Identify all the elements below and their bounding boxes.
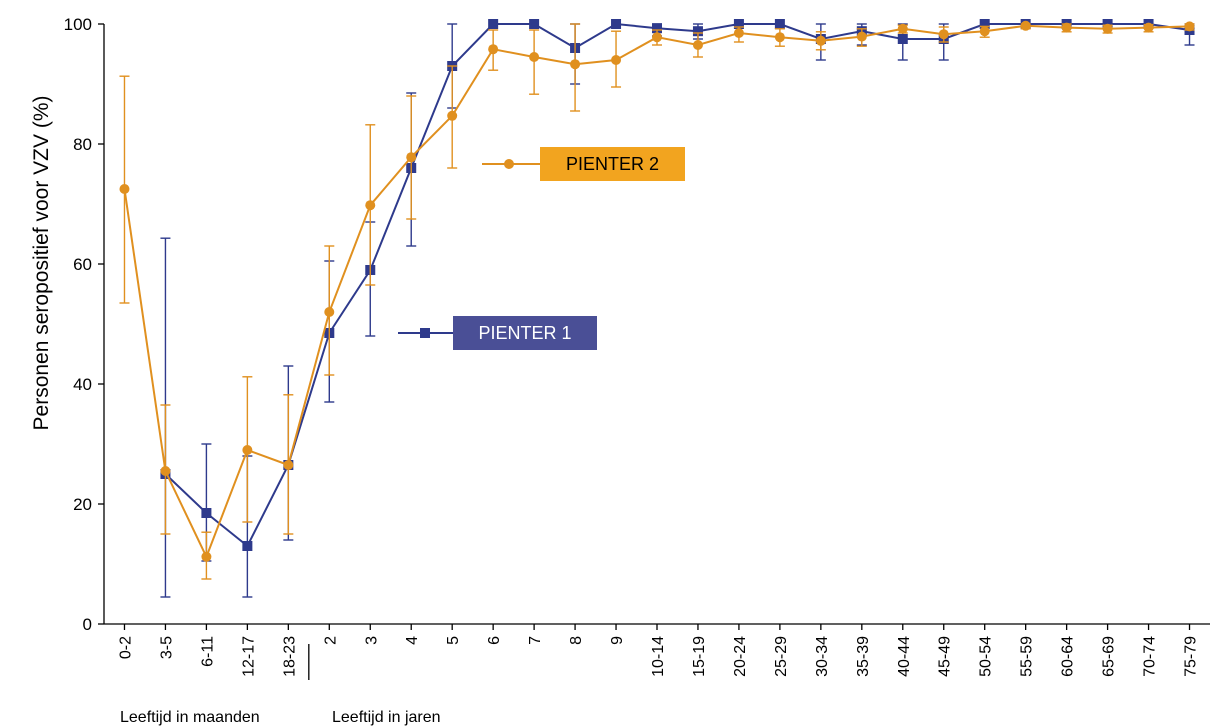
- legend-marker: [420, 328, 430, 338]
- data-point: [897, 23, 908, 34]
- data-point: [611, 19, 622, 29]
- y-tick-label: 20: [73, 495, 92, 514]
- data-point: [1143, 22, 1154, 33]
- series-line: [164, 22, 1190, 548]
- x-tick-label: 65-69: [1101, 636, 1118, 677]
- x-tick-label: 3-5: [158, 636, 175, 659]
- y-tick-label: 80: [73, 135, 92, 154]
- x-tick-label: 0-2: [117, 636, 134, 659]
- x-tick-label: 9: [609, 636, 626, 645]
- data-point: [488, 44, 499, 55]
- x-tick-label: 60-64: [1060, 636, 1077, 677]
- data-point: [774, 32, 785, 43]
- data-point: [242, 541, 253, 551]
- y-ticks: 0 20 40 60 80 100: [64, 15, 104, 634]
- data-point: [529, 19, 540, 29]
- x-tick-labels: 0-2 3-5 6-11 12-17 18-23 2 3 4 5 6 7 8 9 10-14 15-19 20…: [117, 624, 1200, 677]
- x-tick-label: 4: [404, 636, 421, 645]
- data-point: [1061, 22, 1072, 33]
- data-point: [365, 200, 376, 211]
- data-point: [201, 551, 212, 562]
- x-tick-label: 70-74: [1142, 636, 1159, 677]
- data-point: [652, 23, 662, 34]
- x-tick-label: 12-17: [240, 636, 257, 677]
- x-tick-label: 75-79: [1183, 636, 1200, 677]
- y-tick-label: 100: [64, 15, 92, 34]
- x-tick-label: 18-23: [281, 636, 298, 677]
- data-point: [611, 55, 622, 65]
- legend: PIENTER 2 PIENTER 1: [398, 147, 685, 350]
- x-tick-label: 10-14: [650, 636, 667, 677]
- series-layer: [119, 19, 1195, 598]
- data-point: [283, 460, 294, 470]
- x-group-label-years: Leeftijd in jaren: [332, 709, 441, 726]
- data-point: [856, 31, 867, 42]
- series-pienter-2: [119, 20, 1195, 580]
- x-tick-label: 5: [445, 636, 462, 645]
- legend-box: [453, 316, 597, 350]
- legend-label: PIENTER 1: [478, 323, 571, 343]
- legend-item: PIENTER 1: [398, 316, 597, 350]
- data-point: [1020, 20, 1031, 31]
- data-point: [488, 19, 499, 29]
- x-tick-label: 15-19: [691, 636, 708, 677]
- x-tick-label: 6: [486, 636, 503, 645]
- y-tick-label: 0: [83, 615, 92, 634]
- data-point: [570, 59, 581, 70]
- data-point: [938, 29, 949, 40]
- x-tick-label: 3: [363, 636, 380, 645]
- data-point: [733, 19, 744, 29]
- data-point: [979, 26, 990, 37]
- y-tick-label: 60: [73, 255, 92, 274]
- data-point: [815, 35, 826, 46]
- data-point: [160, 466, 171, 476]
- data-point: [692, 40, 703, 50]
- x-tick-label: 55-59: [1019, 636, 1036, 677]
- data-point: [774, 19, 785, 29]
- data-point: [652, 32, 662, 43]
- legend-item: PIENTER 2: [482, 147, 685, 181]
- series-pienter-1: [160, 19, 1195, 598]
- x-tick-label: 20-24: [732, 636, 749, 677]
- x-tick-label: 7: [527, 636, 544, 645]
- data-point: [1184, 21, 1195, 32]
- data-point: [529, 52, 540, 62]
- legend-label: PIENTER 2: [566, 154, 659, 174]
- data-point: [1102, 23, 1113, 34]
- x-group-label-months: Leeftijd in maanden: [120, 709, 260, 726]
- series-line: [123, 24, 1190, 560]
- legend-box: [540, 147, 685, 181]
- data-point: [979, 19, 990, 29]
- data-point: [324, 307, 335, 317]
- x-tick-label: 30-34: [814, 636, 831, 677]
- data-point: [242, 445, 253, 455]
- x-tick-label: 45-49: [937, 636, 954, 677]
- x-tick-label: 25-29: [773, 636, 790, 677]
- x-tick-label: 8: [568, 636, 585, 645]
- data-point: [733, 28, 744, 38]
- legend-marker: [504, 159, 514, 169]
- data-point: [406, 152, 417, 163]
- y-tick-label: 40: [73, 375, 92, 394]
- data-point: [201, 508, 212, 518]
- x-tick-label: 35-39: [855, 636, 872, 677]
- x-tick-label: 6-11: [199, 636, 216, 667]
- axes: [103, 24, 1210, 680]
- data-point: [447, 110, 458, 121]
- data-point: [119, 184, 130, 194]
- x-tick-label: 40-44: [896, 636, 913, 677]
- data-point: [692, 26, 703, 37]
- x-tick-label: 2: [322, 636, 339, 645]
- y-axis-title: Personen seropositief voor VZV (%): [30, 96, 53, 431]
- data-point: [897, 34, 908, 44]
- x-tick-label: 50-54: [978, 636, 995, 677]
